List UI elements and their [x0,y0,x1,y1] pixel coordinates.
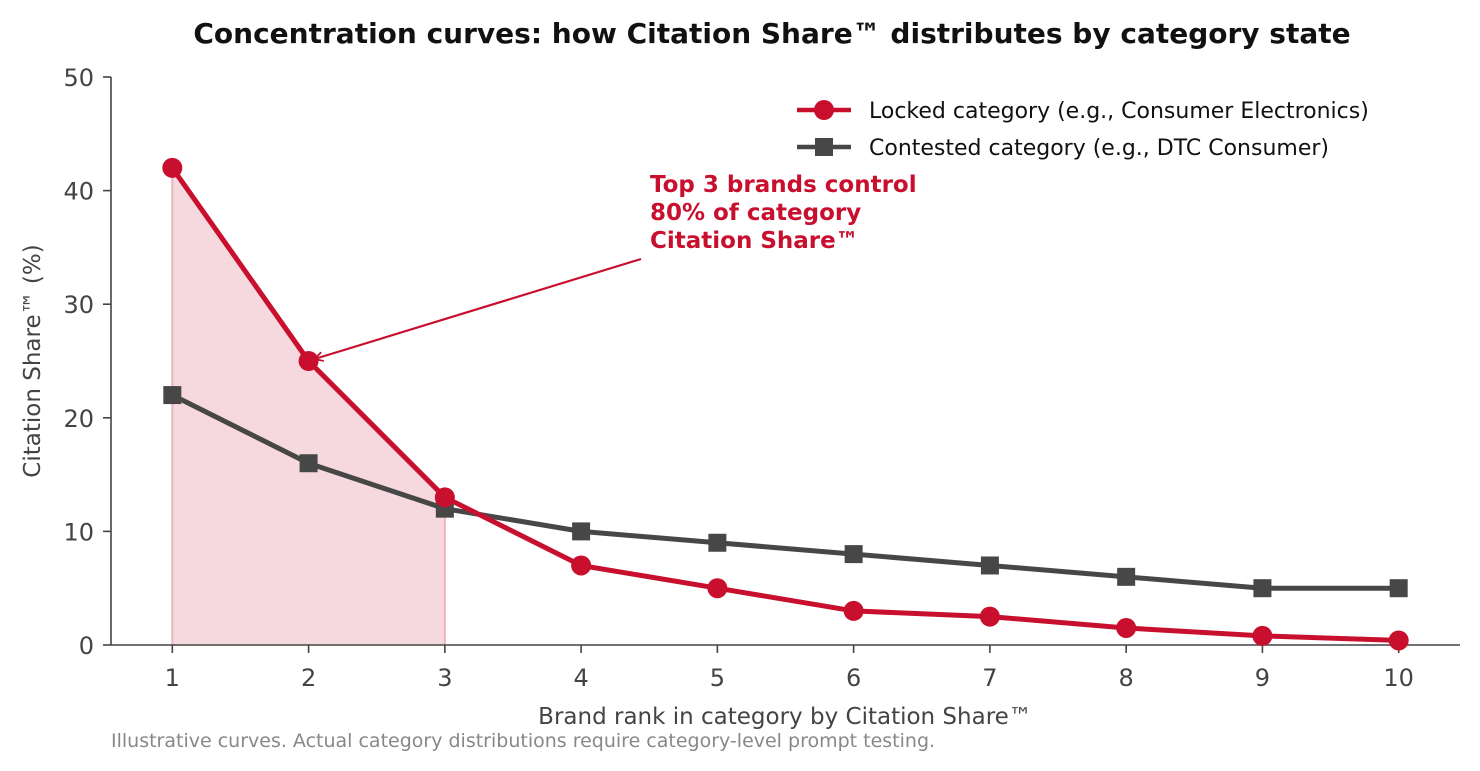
data-point [1252,625,1273,646]
data-point [1116,617,1137,638]
x-tick-label: 5 [710,664,725,692]
x-tick-label: 4 [573,664,588,692]
data-point [708,533,727,552]
data-point [571,555,592,576]
x-tick-label: 7 [982,664,997,692]
x-tick-label: 8 [1119,664,1134,692]
legend-item-contested: Contested category (e.g., DTC Consumer) [797,136,1329,161]
legend-item-locked: Locked category (e.g., Consumer Electron… [797,99,1369,124]
data-point [1389,579,1408,598]
y-axis-label: Citation Share™ (%) [20,244,46,477]
data-point [979,606,1000,627]
x-tick-label: 10 [1383,664,1414,692]
y-tick-label: 50 [63,64,94,92]
y-tick-label: 20 [63,405,94,433]
data-point [298,351,319,371]
data-point [299,454,318,473]
data-point [1253,579,1272,598]
legend: Locked category (e.g., Consumer Electron… [797,99,1369,161]
x-tick-label: 3 [437,664,452,692]
data-point [572,522,591,541]
chart-title: Concentration curves: how Citation Share… [193,17,1350,50]
annotation-line-2: 80% of category [650,200,861,226]
data-point [980,556,999,575]
data-point [844,545,863,564]
x-tick-label: 9 [1255,664,1270,692]
data-point [1388,630,1409,651]
annotation-arrow [315,257,642,359]
legend-label-locked: Locked category (e.g., Consumer Electron… [869,99,1369,124]
data-point [162,157,183,178]
shaded-area-top3 [172,167,445,645]
x-axis-ticks: 1 2 3 4 5 6 7 8 9 10 [165,645,1414,692]
data-point [163,386,182,405]
shaded-region-layer [171,167,446,645]
y-tick-label: 40 [63,178,94,206]
y-tick-label: 10 [63,518,94,546]
legend-label-contested: Contested category (e.g., DTC Consumer) [869,136,1329,161]
annotation-line-1: Top 3 brands control [650,172,917,198]
annotation-line-3: Citation Share™ [650,228,859,254]
series-line [171,392,1399,591]
x-tick-label: 2 [301,664,316,692]
legend-marker-contested [815,138,833,156]
series-layer [162,157,1409,651]
legend-marker-locked [814,100,834,120]
x-axis-label: Brand rank in category by Citation Share… [538,704,1032,730]
series-1 [163,386,1408,598]
y-axis-ticks: 0 10 20 30 40 50 [63,64,111,660]
annotation: Top 3 brands control 80% of category Cit… [315,172,917,359]
x-tick-label: 1 [165,664,180,692]
data-point [707,578,728,599]
y-tick-label: 30 [63,291,94,319]
footnote: Illustrative curves. Actual category dis… [111,730,935,752]
series-0 [162,157,1409,651]
y-tick-label: 0 [79,632,94,660]
data-point [434,487,455,508]
series-line [170,166,1399,643]
data-point [843,600,864,621]
x-tick-label: 6 [846,664,861,692]
data-point [1117,567,1136,586]
